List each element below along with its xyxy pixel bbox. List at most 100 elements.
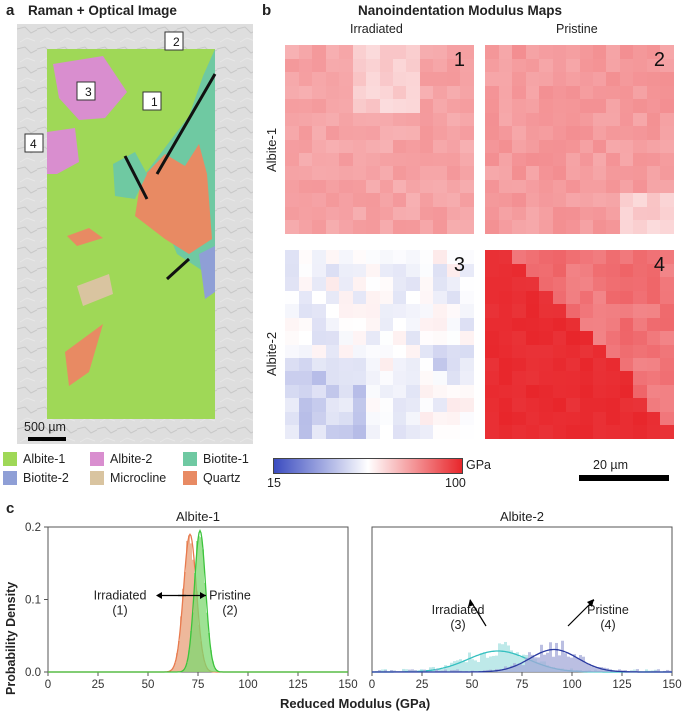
heatmap-cell [538,112,553,127]
heatmap-cell [552,397,567,412]
heatmap-cell [298,303,313,318]
heatmap-cell [579,58,594,73]
histogram-bar [378,670,381,672]
heatmap-cell [646,276,661,291]
heatmap-cell [338,276,353,291]
heatmap-cell [646,125,661,140]
histogram-bar [519,664,522,672]
heatmap-cell [405,98,420,113]
heatmap-cell [285,85,300,100]
heatmap-cell [459,192,474,207]
histogram-bar [495,655,498,672]
heatmap-cell [619,370,634,385]
histogram-bar [170,670,172,672]
heatmap-cell [619,330,634,345]
x-tick-label: 0 [45,679,51,691]
heatmap-cell [619,303,634,318]
heatmap-cell [432,357,447,372]
heatmap-cell [659,303,674,318]
heatmap-cell [485,165,500,180]
heatmap-cell [338,192,353,207]
heatmap-cell [365,152,380,167]
heatmap-cell [646,357,661,372]
heatmap-cell [352,152,367,167]
quartz-patch [65,324,103,386]
heatmap-cell [298,290,313,305]
heatmap-cell [392,85,407,100]
heatmap-cell [485,290,500,305]
heatmap-cell [659,206,674,221]
histogram-bar [471,659,474,672]
heatmap-cell [485,263,500,278]
heatmap-cell [285,206,300,221]
heatmap-cell [579,85,594,100]
heatmap-cell [459,384,474,399]
heatmap-cell [379,344,394,359]
heatmap-cell [432,276,447,291]
heatmap-cell [592,45,607,60]
heatmap-cell [579,112,594,127]
histogram-bar [414,670,417,672]
heatmap-cell [446,411,461,426]
histogram-bar [435,669,438,672]
heatmap-cell [659,344,674,359]
heatmap-cell [632,411,647,426]
heatmap-cell [285,45,300,60]
heatmap-cell [579,384,594,399]
heatmap-cell [311,152,326,167]
heatmap-cell [325,219,340,234]
heatmap-cell [538,152,553,167]
heatmap-cell [605,370,620,385]
heatmap-cell [352,397,367,412]
heatmap-cell [432,152,447,167]
heatmap-cell [379,85,394,100]
heatmap-cell [605,219,620,234]
heatmap-cell [419,250,434,265]
heatmap-cell [325,384,340,399]
heatmap-cell [605,85,620,100]
heatmap-cell [405,179,420,194]
heatmap-cell [419,370,434,385]
heatmap-cell [632,317,647,332]
heatmap-cell [392,112,407,127]
heatmap-cell [432,139,447,154]
heatmap-cell [498,152,513,167]
heatmap-cell [405,219,420,234]
heatmap-cell [338,125,353,140]
heatmap-cell [405,250,420,265]
histogram-bar [624,670,627,672]
heatmap-cell [511,263,526,278]
heatmap-cell [619,58,634,73]
heatmap-cell [432,384,447,399]
heatmap-cell [498,290,513,305]
heatmap-cell [592,152,607,167]
heatmap-cell [392,344,407,359]
heatmap-cell [525,219,540,234]
heatmap-cell [459,250,474,265]
legend-swatch [3,452,17,466]
heatmap-cell [485,45,500,60]
heatmap-cell [552,303,567,318]
heatmap-cell [365,165,380,180]
heatmap-cell [552,384,567,399]
marker-2: 2 [173,35,180,49]
heatmap-cell [419,290,434,305]
heatmap-cell [525,317,540,332]
heatmap-cell [538,384,553,399]
histogram-bar [429,667,432,672]
heatmap-cell [632,263,647,278]
heatmap-cell [446,263,461,278]
histogram-bar [507,667,510,672]
biotite-1-patch [113,152,147,199]
heatmap-cell [379,206,394,221]
histogram-bar [666,669,669,672]
histogram-bar [212,661,214,672]
heatmap-cell [446,71,461,86]
histogram-bar [654,670,657,672]
heatmap-cell [511,206,526,221]
heatmap-cell [338,424,353,439]
heatmap-cell [646,98,661,113]
heatmap-cell [525,357,540,372]
histogram-bar [459,659,462,672]
heatmap-cell [392,152,407,167]
